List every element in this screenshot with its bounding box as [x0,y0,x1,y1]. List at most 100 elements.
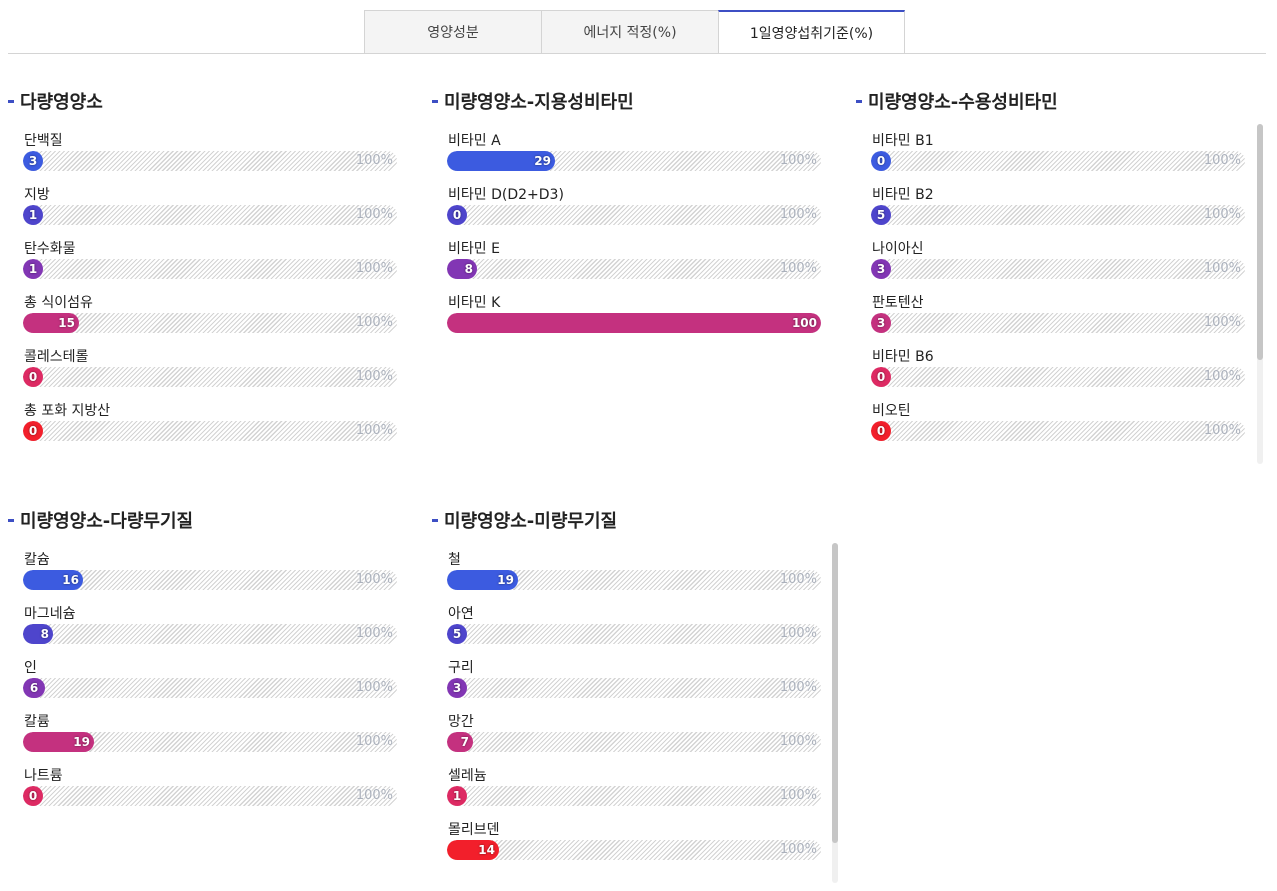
section-title: 미량영양소-미량무기질 [432,507,617,533]
percent-value: 5 [452,627,462,641]
section-title-text: 미량영양소-미량무기질 [444,511,618,532]
progress-fill: 5 [447,624,467,644]
progress-fill: 3 [871,313,891,333]
progress-fill: 100 [447,313,821,333]
progress-fill: 14 [447,840,499,860]
progress-fill: 0 [871,367,891,387]
nutrient-label: 칼슘 [24,552,50,568]
nutrient-label: 망간 [448,714,474,730]
progress-fill: 1 [23,205,43,225]
progress-fill: 15 [23,313,79,333]
nutrient-label: 지방 [24,187,50,203]
max-percent-label: 100% [355,153,393,168]
nutrient-label: 비타민 B2 [872,187,934,203]
percent-value: 1 [452,789,462,803]
nutrient-label: 비타민 A [448,133,501,149]
progress-fill: 0 [871,421,891,441]
nutrient-label: 비타민 K [448,295,501,311]
max-percent-label: 100% [355,572,393,587]
max-percent-label: 100% [355,788,393,803]
percent-value: 0 [452,208,462,222]
max-percent-label: 100% [1203,423,1241,438]
max-percent-label: 100% [355,423,393,438]
max-percent-label: 100% [355,626,393,641]
scrollbar[interactable] [1257,124,1263,464]
progress-track: 100% 16 [23,570,397,590]
percent-value: 0 [876,154,886,168]
nutrient-label: 마그네슘 [24,606,76,622]
progress-fill: 8 [23,624,53,644]
progress-track: 100% 19 [23,732,397,752]
max-percent-label: 100% [1203,315,1241,330]
nutrient-label: 콜레스테롤 [24,349,89,365]
percent-value: 0 [28,370,38,384]
max-percent-label: 100% [779,261,817,276]
progress-fill: 3 [23,151,43,171]
scrollbar-thumb[interactable] [1257,124,1263,360]
percent-value: 8 [40,627,49,641]
nutrient-label: 비오틴 [872,403,911,419]
tab-divider [8,53,1266,54]
progress-fill: 3 [447,678,467,698]
progress-track: 100% 0 [23,786,397,806]
title-marker [8,99,14,103]
percent-value: 19 [497,573,514,587]
max-percent-label: 100% [1203,153,1241,168]
max-percent-label: 100% [779,572,817,587]
progress-fill: 6 [23,678,45,698]
nutrient-label: 비타민 B1 [872,133,934,149]
max-percent-label: 100% [355,369,393,384]
progress-fill: 0 [23,421,43,441]
scrollbar-thumb[interactable] [832,543,838,843]
progress-track: 100% 3 [23,151,397,171]
title-marker [856,99,862,103]
progress-track: 100% 7 [447,732,821,752]
nutrient-label: 판토텐산 [872,295,924,311]
progress-track: 100%100 [447,313,821,333]
progress-fill: 19 [447,570,518,590]
max-percent-label: 100% [779,734,817,749]
progress-fill: 19 [23,732,94,752]
max-percent-label: 100% [1203,261,1241,276]
percent-value: 0 [876,424,886,438]
percent-value: 3 [452,681,462,695]
max-percent-label: 100% [779,207,817,222]
max-percent-label: 100% [355,680,393,695]
tab-energy-ratio[interactable]: 에너지 적정(%) [541,10,719,54]
max-percent-label: 100% [1203,207,1241,222]
tab-daily-intake[interactable]: 1일영양섭취기준(%) [718,10,905,54]
percent-value: 6 [29,681,39,695]
max-percent-label: 100% [779,626,817,641]
percent-value: 19 [73,735,90,749]
progress-track: 100% 8 [23,624,397,644]
percent-value: 0 [876,370,886,384]
tab-nutrients[interactable]: 영양성분 [364,10,542,54]
progress-fill: 3 [871,259,891,279]
percent-value: 0 [28,789,38,803]
percent-value: 100 [791,316,817,330]
progress-fill: 0 [447,205,467,225]
percent-value: 15 [58,316,75,330]
progress-track: 100% 6 [23,678,397,698]
max-percent-label: 100% [355,207,393,222]
max-percent-label: 100% [1203,369,1241,384]
progress-track: 100% 1 [23,205,397,225]
nutrient-label: 비타민 E [448,241,500,257]
nutrient-label: 나이아신 [872,241,924,257]
progress-track: 100% 3 [447,678,821,698]
progress-fill: 8 [447,259,477,279]
percent-value: 16 [62,573,79,587]
section-title-text: 미량영양소-지용성비타민 [444,92,634,113]
max-percent-label: 100% [355,734,393,749]
title-marker [8,518,14,522]
nutrient-label: 몰리브덴 [448,822,500,838]
progress-fill: 16 [23,570,83,590]
progress-track: 100% 0 [871,421,1245,441]
percent-value: 29 [534,154,551,168]
scrollbar[interactable] [832,543,838,883]
percent-value: 5 [876,208,886,222]
progress-fill: 1 [23,259,43,279]
percent-value: 3 [876,262,886,276]
percent-value: 3 [876,316,886,330]
progress-track: 100% 1 [447,786,821,806]
